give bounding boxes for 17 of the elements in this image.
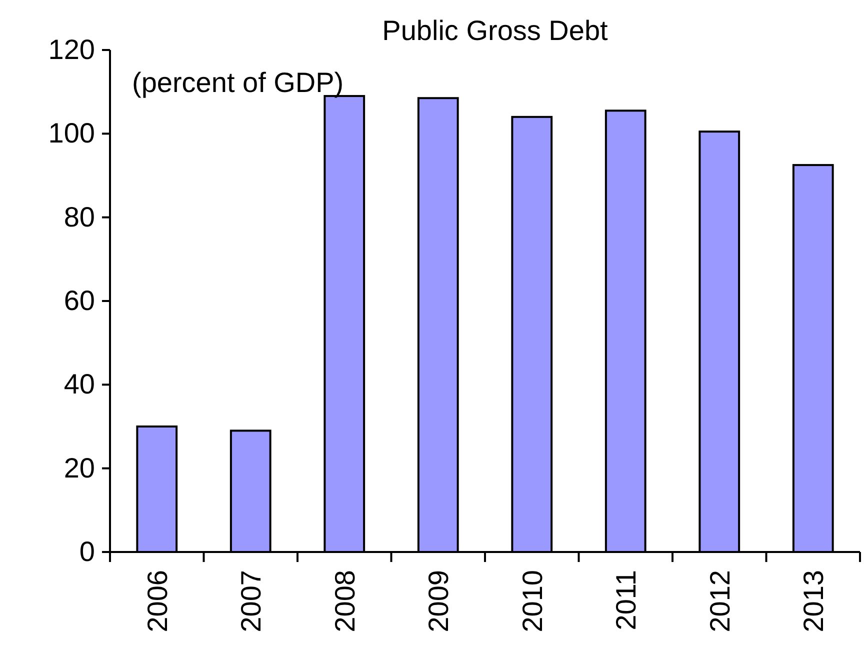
y-tick-label: 80 [64,201,95,232]
y-tick-label: 120 [48,34,95,65]
x-tick-label: 2011 [610,570,642,630]
x-tick-label: 2009 [423,570,454,632]
x-tick-label: 2010 [516,570,548,632]
y-tick-label: 40 [64,368,95,400]
x-tick-label: 2013 [798,570,830,632]
x-tick-label: 2006 [142,570,173,632]
y-tick-label: 0 [79,536,95,567]
x-tick-label: 2012 [704,570,736,632]
x-tick-label: 2007 [236,570,267,632]
y-tick-label: 100 [48,118,95,149]
y-tick-label: 20 [64,452,95,484]
x-tick-label: 2008 [329,570,360,632]
annotation: (percent of GDP) [132,67,344,98]
y-tick-label: 60 [64,284,95,316]
chart-title: Public Gross Debt [382,15,608,46]
